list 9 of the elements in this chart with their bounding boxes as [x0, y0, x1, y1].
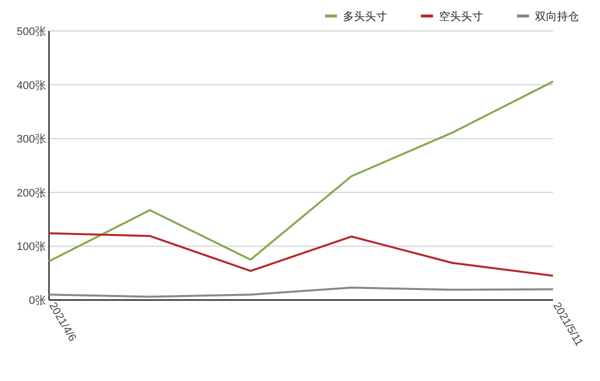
y-tick-label: 100张	[16, 240, 46, 254]
legend-label: 空头头寸	[439, 10, 483, 23]
y-tick-label: 400张	[16, 78, 46, 92]
y-tick-label: 300张	[16, 132, 46, 146]
y-tick-label: 0张	[28, 294, 46, 307]
y-tick-label: 200张	[16, 186, 46, 200]
legend-label: 多头头寸	[343, 10, 387, 23]
y-tick-label: 500张	[16, 25, 46, 38]
legend-label: 双向持仓	[535, 11, 579, 23]
